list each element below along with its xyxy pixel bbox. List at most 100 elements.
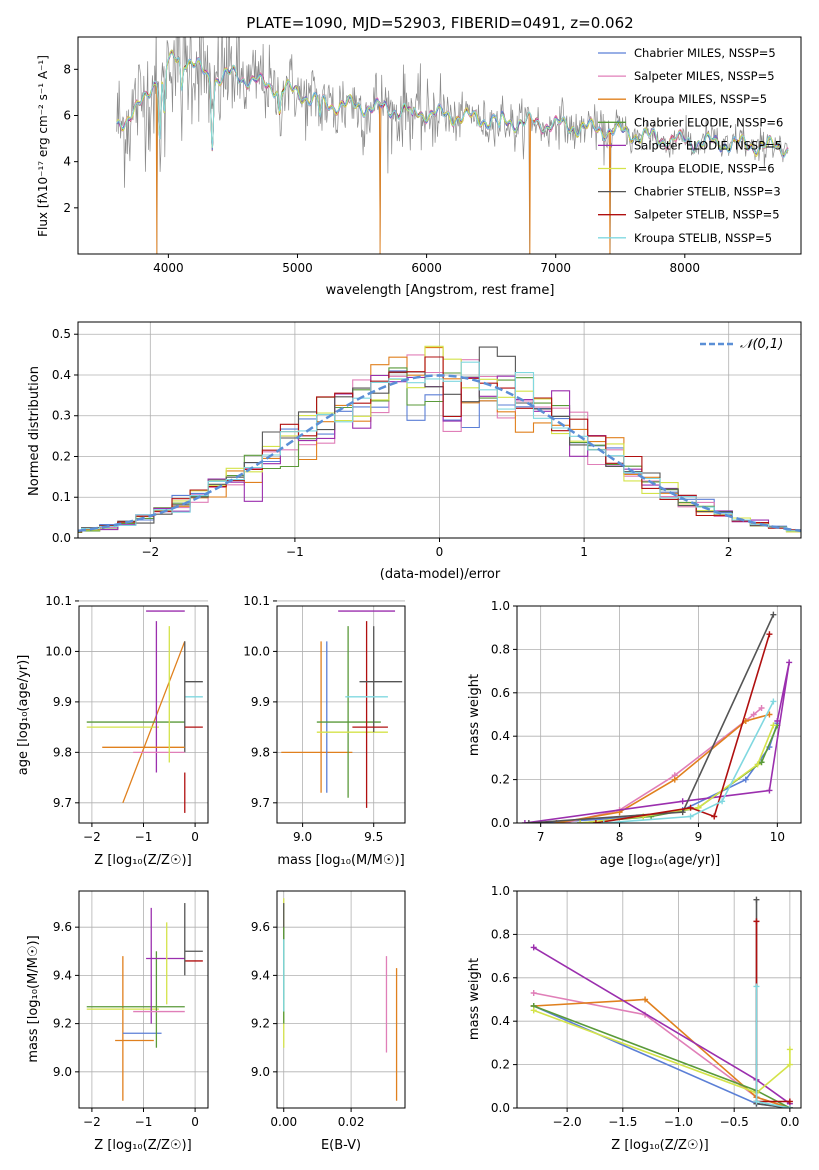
axes-frame (516, 605, 802, 824)
weight-series-line (533, 946, 791, 1105)
x-tick-label: −1.0 (664, 1115, 693, 1129)
weight-series-line (580, 725, 779, 823)
x-tick-label: 7 (537, 830, 545, 844)
plot-content (521, 611, 793, 823)
y-tick-label: 0.4 (491, 1014, 510, 1028)
x-tick-label: 1 (580, 545, 588, 559)
plot-content (281, 610, 403, 808)
weight-point-marker (592, 820, 599, 823)
y-tick-label: 0.0 (491, 816, 510, 830)
legend-gaussian-label: 𝒩(0,1) (740, 337, 783, 352)
y-tick-label: 9.6 (251, 920, 270, 934)
weight-point-marker (758, 704, 765, 711)
y-tick-label: 0.2 (491, 1058, 510, 1072)
y-tick-label: 9.0 (53, 1065, 72, 1079)
weight-vs-age-panel: 7 8 9 10 0.0 0.2 0.4 0.6 0.8 1.0 (491, 599, 802, 844)
axes-frame (276, 605, 406, 824)
x-tick-label: 8000 (670, 261, 701, 275)
weight-point-marker (530, 1007, 537, 1014)
x-tick-label: 0 (191, 1115, 199, 1129)
axes-frame (276, 890, 406, 1109)
y-tick-label: 0.6 (491, 686, 510, 700)
weight-vs-metallicity-panel: −2.0 −1.5 −1.0 −0.5 0.0 0.0 0.2 0.4 0.6 0.8 1.0 (491, 884, 802, 1129)
y-tick-label: 0.3 (52, 409, 71, 423)
weight-series-line (528, 614, 775, 823)
mass-vs-metallicity-panel: −2 −1 0 9.0 9.2 9.4 9.6 (53, 890, 209, 1129)
y-tick-label: 9.2 (251, 1017, 270, 1031)
weight-series-line (533, 1009, 791, 1094)
weight-vs-age-ylabel: mass weight (467, 674, 482, 756)
weight-series-line (755, 921, 790, 1103)
weight-point-marker (786, 1098, 793, 1105)
spectrum-plot-area: 4000 5000 6000 7000 8000 2 4 6 8 (63, 36, 802, 275)
y-tick-label: 9.4 (251, 968, 270, 982)
legend-label: Chabrier STELIB, NSSP=3 (634, 185, 781, 199)
y-tick-label: 0.2 (491, 773, 510, 787)
age-vs-mass-xlabel: mass [log₁₀(M/M☉)] (277, 853, 404, 868)
weight-point-marker (695, 804, 702, 811)
x-tick-label: −2 (83, 830, 101, 844)
axes-frame (77, 36, 802, 255)
weight-point-marker (774, 718, 781, 725)
y-tick-label: 10.1 (45, 594, 72, 608)
x-tick-label: −2 (83, 1115, 101, 1129)
x-tick-label: 0 (436, 545, 444, 559)
y-tick-label: 9.9 (251, 695, 270, 709)
weight-point-marker (671, 776, 678, 783)
x-tick-label: 9.5 (364, 830, 383, 844)
weight-vs-metallicity-xlabel: Z [log₁₀(Z/Z☉)] (611, 1138, 708, 1153)
x-tick-label: 10 (770, 830, 785, 844)
y-tick-label: 10.0 (45, 644, 72, 658)
x-tick-label: −1 (286, 545, 304, 559)
spectrum-xlabel: wavelength [Angstrom, rest frame] (326, 283, 555, 298)
x-tick-label: −1 (135, 1115, 153, 1129)
spectrum-ylabel: Flux [fλ10⁻¹⁷ erg cm⁻² s⁻¹ A⁻¹] (36, 55, 50, 237)
weight-series-line (533, 998, 791, 1108)
x-tick-label: 0.00 (270, 1115, 297, 1129)
y-tick-label: 9.7 (251, 796, 270, 810)
histogram-ylabel: Normed distribution (27, 366, 42, 496)
weight-point-marker (687, 813, 694, 820)
weight-point-marker (786, 1061, 793, 1068)
legend-label: Chabrier MILES, NSSP=5 (634, 46, 776, 60)
y-tick-label: 0.0 (491, 1101, 510, 1115)
mass-vs-metallicity-xlabel: Z [log₁₀(Z/Z☉)] (94, 1138, 191, 1153)
x-tick-label: 4000 (153, 261, 184, 275)
legend-label: Salpeter MILES, NSSP=5 (634, 69, 775, 83)
x-tick-label: −2 (141, 545, 159, 559)
y-tick-label: 0.4 (52, 368, 71, 382)
weight-series-line (755, 986, 791, 1108)
weight-vs-metallicity-ylabel: mass weight (467, 958, 482, 1040)
legend-label: Salpeter ELODIE, NSSP=5 (634, 138, 782, 152)
x-tick-label: −0.5 (720, 1115, 749, 1129)
y-tick-label: 0.8 (491, 927, 510, 941)
weight-series-line (755, 899, 791, 1108)
plot-content (86, 903, 203, 1101)
x-tick-label: 7000 (540, 261, 571, 275)
x-tick-label: 6000 (411, 261, 442, 275)
legend-label: Kroupa MILES, NSSP=5 (634, 92, 767, 106)
figure-title: PLATE=1090, MJD=52903, FIBERID=0491, z=0… (246, 14, 633, 32)
spectrum-legend: Chabrier MILES, NSSP=5 Salpeter MILES, NS… (598, 46, 783, 245)
weight-point-marker (719, 798, 726, 805)
plot-content (530, 896, 793, 1108)
y-tick-label: 0.2 (52, 449, 71, 463)
x-tick-label: 9.0 (293, 830, 312, 844)
weight-point-marker (770, 698, 777, 705)
histogram-step-line (78, 370, 801, 531)
y-tick-label: 0.8 (491, 642, 510, 656)
y-tick-label: 1.0 (491, 599, 510, 613)
y-tick-label: 9.2 (53, 1017, 72, 1031)
y-tick-label: 9.7 (53, 796, 72, 810)
legend-label: Kroupa STELIB, NSSP=5 (634, 231, 772, 245)
legend-label: Kroupa ELODIE, NSSP=6 (634, 162, 775, 176)
x-tick-label: 8 (616, 830, 624, 844)
plot-content (78, 345, 801, 533)
y-tick-label: 10.1 (243, 594, 270, 608)
y-tick-label: 0.5 (52, 327, 71, 341)
x-tick-label: 0.0 (780, 1115, 799, 1129)
y-tick-label: 9.8 (251, 745, 270, 759)
weight-vs-age-xlabel: age [log₁₀(age/yr)] (600, 853, 721, 868)
weight-point-marker (766, 631, 773, 638)
